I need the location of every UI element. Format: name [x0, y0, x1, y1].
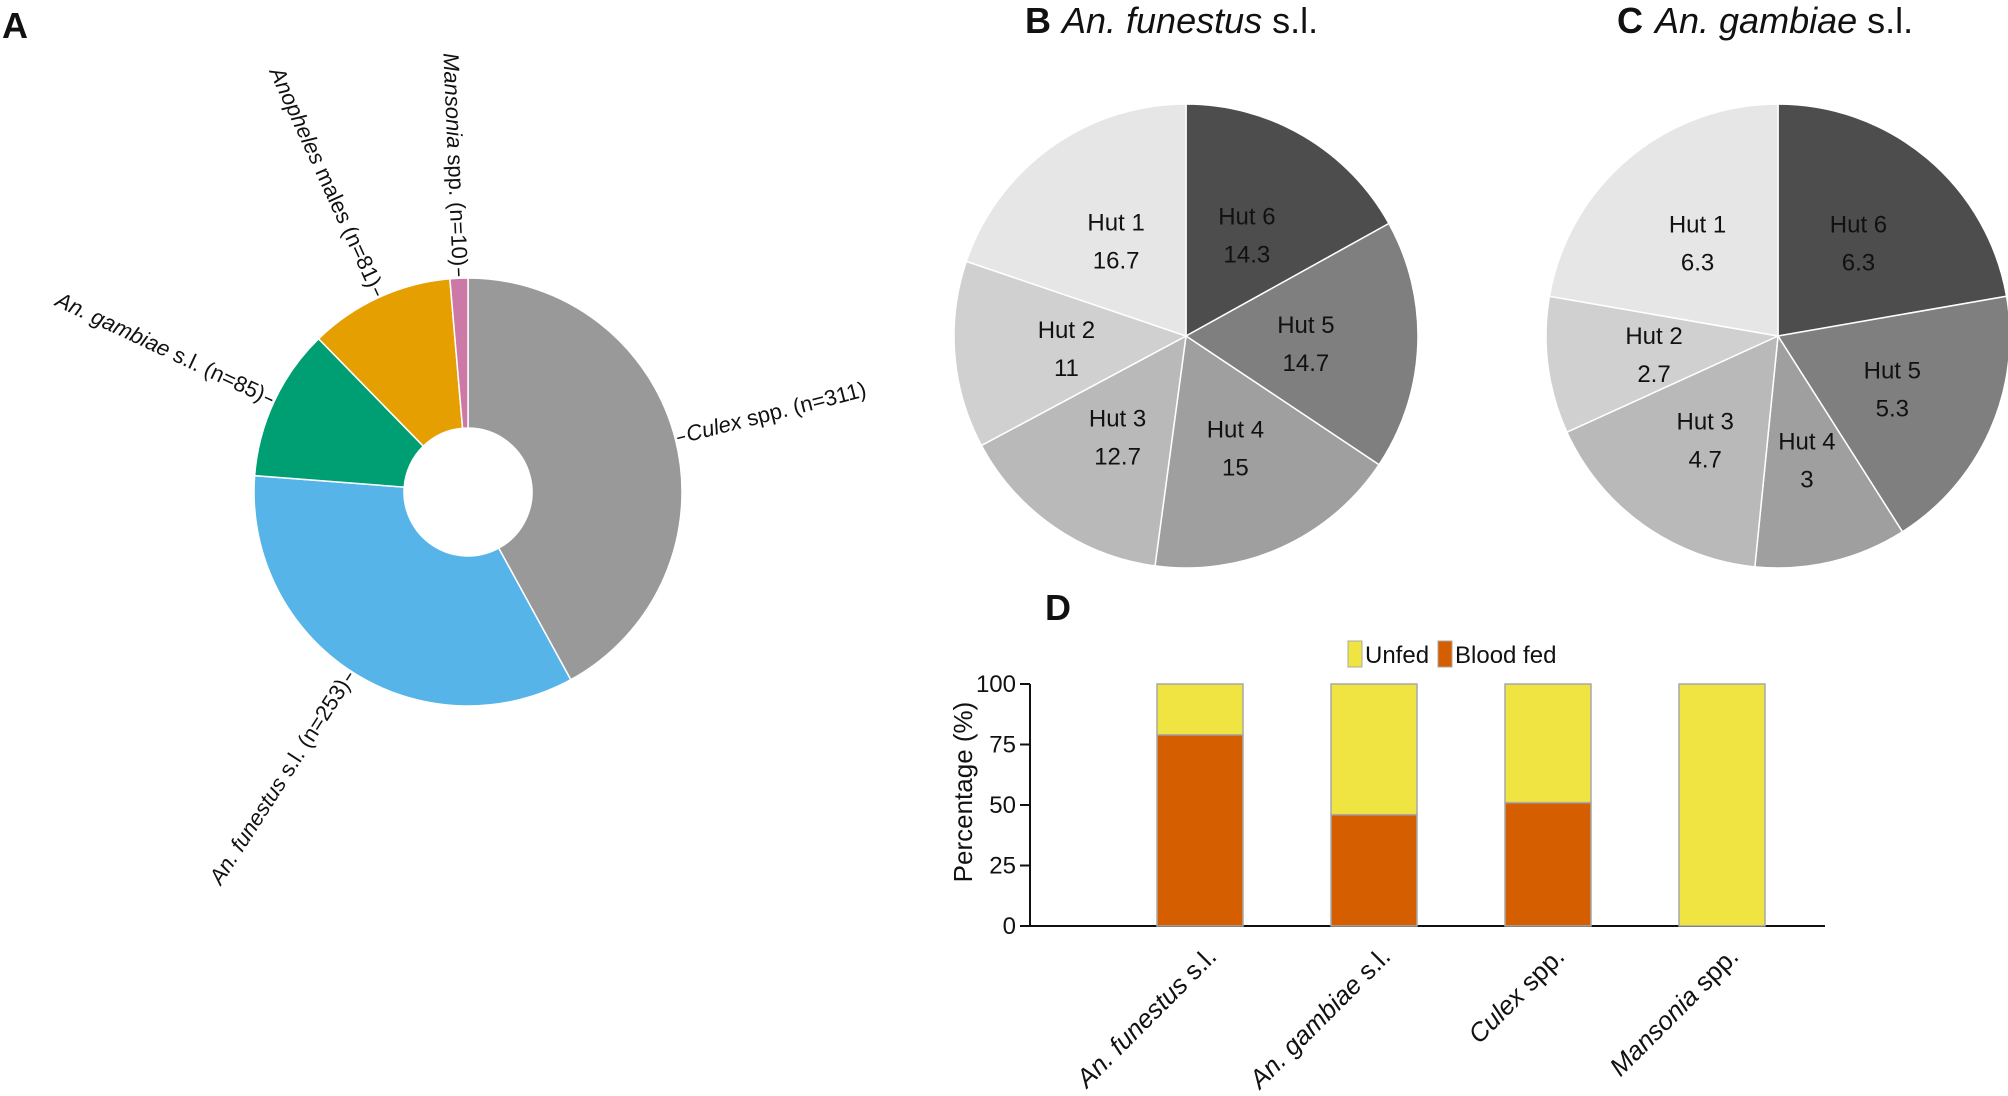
panel-c-label: C	[1617, 0, 1643, 41]
donut-label: Anopheles males (n=81)	[264, 61, 387, 291]
pie-b-title: An. funestus s.l.	[1060, 0, 1318, 41]
bar-unfed-3	[1504, 683, 1592, 804]
pie-slice-hut-4	[1154, 334, 1381, 569]
donut-leader-line	[345, 673, 352, 681]
pie-slice-hut-3	[1565, 334, 1779, 568]
legend-label: Blood fed	[1455, 642, 1556, 669]
pie-slice-hut-3	[980, 334, 1187, 567]
pie-slice-label: Hut 2	[1038, 317, 1095, 344]
legend-label: Unfed	[1365, 642, 1429, 669]
pie-slice-hut-2	[953, 260, 1188, 447]
pie-slice-label: Hut 1	[1669, 211, 1726, 238]
x-tick-label: Mansonia spp.	[1603, 941, 1744, 1082]
bar-unfed-2	[1330, 683, 1418, 816]
pie-chart-c: Hut 6 6.3 Hut 5 5.3 Hut 4 3 Hut 3 4.7 Hut 2 2.7 Hu…	[1545, 103, 2008, 569]
donut-label: An. gambiae s.l. (n=85)	[50, 286, 269, 406]
donut-label: Culex spp. (n=311)	[683, 376, 868, 446]
bar-blood-fed-2	[1330, 813, 1418, 927]
donut-label: An. funestus s.l. (n=253)	[203, 674, 355, 890]
x-tick-label: An. funestus s.l.	[1069, 941, 1222, 1094]
panel-d-label: D	[1045, 587, 1071, 628]
pie-slice-label: Hut 4	[1778, 429, 1835, 456]
pie-slice-value: 14.7	[1283, 350, 1330, 377]
pie-slice-hut-5	[1184, 222, 1419, 466]
pie-slice-hut-1	[1548, 103, 1779, 337]
pie-slice-label: Hut 3	[1677, 409, 1734, 436]
pie-slice-value: 15	[1222, 454, 1249, 481]
y-tick-label: 50	[989, 792, 1016, 819]
donut-leader-line	[264, 396, 273, 402]
bar-unfed-4	[1678, 683, 1766, 927]
pie-c-title: An. gambiae s.l.	[1653, 0, 1913, 41]
pie-slice-hut-1	[965, 103, 1187, 338]
donut-chart-a	[253, 277, 683, 707]
pie-slice-hut-2	[1545, 295, 1781, 434]
pie-slice-label: Hut 6	[1830, 211, 1887, 238]
donut-leader-line	[374, 287, 379, 296]
pie-slice-label: Hut 4	[1207, 416, 1264, 443]
pie-slice-label: Hut 5	[1277, 312, 1334, 339]
bar-d-xlabels: An. funestus s.l.An. gambiae s.l. Culex s…	[1069, 941, 1744, 1095]
pie-slice-value: 2.7	[1637, 361, 1670, 388]
donut-label: Mansonia spp. (n=10)	[439, 52, 473, 266]
pie-chart-b: Hut 6 14.3 Hut 5 14.7 Hut 4 15 Hut 3 12.7 Hut 2 1…	[953, 103, 1419, 569]
x-tick-label: Culex spp.	[1462, 941, 1570, 1049]
pie-slice-label: Hut 6	[1218, 204, 1275, 231]
legend-swatch-blood-fed	[1437, 640, 1453, 668]
y-tick-label: 100	[976, 671, 1016, 698]
donut-hole	[404, 428, 532, 556]
pie-slice-hut-5	[1776, 295, 2008, 533]
pie-slice-value: 16.7	[1093, 247, 1140, 274]
pie-slice-label: Hut 5	[1864, 358, 1921, 385]
bar-d-bars	[1156, 683, 1766, 927]
legend: Unfed Blood fed	[1347, 640, 1556, 669]
panel-a-label: A	[2, 5, 28, 46]
pie-slice-hut-4	[1754, 333, 1904, 569]
pie-slice-label: Hut 3	[1089, 406, 1146, 433]
pie-slice-value: 12.7	[1094, 444, 1141, 471]
bar-blood-fed-1	[1156, 734, 1244, 927]
pie-slice-hut-6	[1777, 103, 2008, 337]
bar-blood-fed-3	[1504, 801, 1592, 927]
legend-swatch-unfed	[1347, 640, 1363, 668]
pie-slice-value: 6.3	[1842, 249, 1875, 276]
pie-slice-value: 5.3	[1876, 396, 1909, 423]
y-axis-title: Percentage (%)	[948, 702, 978, 883]
y-tick-label: 0	[1003, 913, 1016, 940]
pie-slice-value: 3	[1800, 467, 1813, 494]
pie-slice-label: Hut 1	[1087, 209, 1144, 236]
bar-chart-d: 0 25 50 75 100 An. funestus s.l.An. gambiae …	[948, 640, 1825, 1095]
pie-slice-hut-6	[1185, 103, 1390, 338]
pie-slice-label: Hut 2	[1625, 323, 1682, 350]
x-tick-label: An. gambiae s.l.	[1242, 941, 1396, 1095]
y-tick-label: 25	[989, 853, 1016, 880]
pie-slice-value: 11	[1054, 355, 1079, 382]
bar-unfed-1	[1156, 683, 1244, 736]
pie-slice-value: 4.7	[1689, 447, 1722, 474]
pie-slice-value: 6.3	[1681, 249, 1714, 276]
y-tick-label: 75	[989, 732, 1016, 759]
pie-slice-value: 14.3	[1224, 242, 1271, 269]
donut-leader-line	[677, 435, 686, 440]
panel-b-label: B	[1025, 0, 1051, 41]
